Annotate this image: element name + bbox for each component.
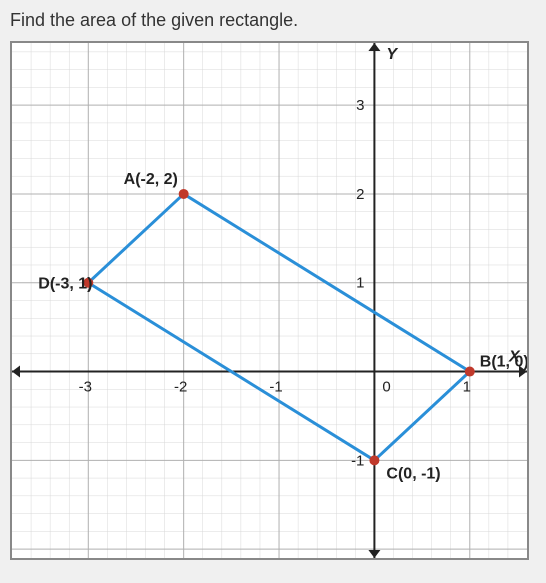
svg-text:0: 0	[382, 379, 390, 396]
svg-text:-3: -3	[79, 379, 92, 396]
svg-text:A(-2, 2): A(-2, 2)	[124, 171, 178, 188]
svg-text:-1: -1	[351, 452, 364, 469]
svg-text:3: 3	[356, 97, 364, 114]
chart-svg: YX-3-2-101-1123A(-2, 2)B(1, 0)C(0, -1)D(…	[12, 43, 527, 558]
svg-text:C(0, -1): C(0, -1)	[386, 465, 440, 482]
question-text: Find the area of the given rectangle.	[10, 10, 536, 31]
svg-text:-2: -2	[174, 379, 187, 396]
svg-text:-1: -1	[269, 379, 282, 396]
svg-text:2: 2	[356, 186, 364, 203]
coordinate-chart: YX-3-2-101-1123A(-2, 2)B(1, 0)C(0, -1)D(…	[10, 41, 529, 560]
svg-text:1: 1	[356, 275, 364, 292]
svg-text:1: 1	[463, 379, 471, 396]
svg-text:B(1, 0): B(1, 0)	[480, 354, 527, 371]
svg-text:D(-3, 1): D(-3, 1)	[38, 276, 92, 293]
svg-text:Y: Y	[386, 46, 398, 63]
